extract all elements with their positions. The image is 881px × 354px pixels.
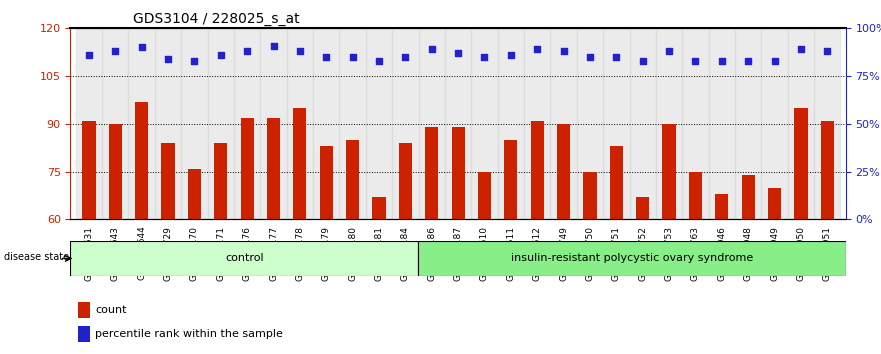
Bar [504,140,517,219]
Bar [129,28,155,219]
Point [161,56,175,62]
FancyBboxPatch shape [418,241,846,276]
Text: insulin-resistant polycystic ovary syndrome: insulin-resistant polycystic ovary syndr… [511,253,753,263]
Bar [630,28,655,219]
Point [188,58,202,64]
Point [741,58,755,64]
Point [714,58,729,64]
Bar [399,143,412,219]
Bar [293,108,307,219]
Bar [814,28,840,219]
Point [662,48,676,54]
Point [425,46,439,52]
Point [241,48,255,54]
Bar [795,108,808,219]
Bar [689,172,702,219]
Bar [663,124,676,219]
Bar [208,28,234,219]
Bar [715,194,729,219]
Point [478,54,492,60]
Bar [452,127,464,219]
Bar [426,127,439,219]
Bar [471,28,498,219]
Bar [583,172,596,219]
Bar [320,146,333,219]
Point [688,58,702,64]
Bar [313,28,339,219]
Bar [339,28,366,219]
Text: GDS3104 / 228025_s_at: GDS3104 / 228025_s_at [132,12,300,26]
Bar [788,28,814,219]
Point [530,46,544,52]
Point [266,43,280,48]
Bar [82,121,95,219]
Bar [214,143,227,219]
Bar [241,118,254,219]
Bar [636,197,649,219]
Bar [366,28,392,219]
Bar [761,28,788,219]
Point [319,54,333,60]
Bar [108,124,122,219]
Bar [742,175,755,219]
Point [504,52,518,58]
Bar [161,143,174,219]
Bar [76,28,102,219]
Point [135,45,149,50]
Bar [102,28,129,219]
Bar [478,172,491,219]
Bar [286,28,313,219]
Bar [445,28,471,219]
Bar [655,28,682,219]
Bar [267,118,280,219]
Bar [735,28,761,219]
Point [108,48,122,54]
Bar [78,326,90,342]
Bar [346,140,359,219]
Bar [821,121,834,219]
Bar [530,121,544,219]
Bar [708,28,735,219]
FancyBboxPatch shape [70,241,418,276]
Bar [557,124,570,219]
Bar [418,28,445,219]
Bar [603,28,630,219]
Point [794,46,808,52]
Bar [234,28,261,219]
Bar [768,188,781,219]
Bar [498,28,524,219]
Bar [261,28,286,219]
Text: control: control [225,253,263,263]
Bar [577,28,603,219]
Point [557,48,571,54]
Bar [181,28,208,219]
Bar [155,28,181,219]
Text: disease state: disease state [4,252,69,262]
Bar [682,28,708,219]
Point [82,52,96,58]
Bar [610,146,623,219]
Point [610,54,624,60]
Point [398,54,412,60]
Text: count: count [95,305,127,315]
Point [636,58,650,64]
Text: percentile rank within the sample: percentile rank within the sample [95,329,283,339]
Point [767,58,781,64]
Point [451,50,465,56]
Bar [135,102,148,219]
Point [820,48,834,54]
Bar [392,28,418,219]
Bar [524,28,551,219]
Point [214,52,228,58]
Point [583,54,597,60]
Point [372,58,386,64]
Bar [373,197,386,219]
Bar [78,302,90,318]
Bar [551,28,577,219]
Bar [188,169,201,219]
Point [292,48,307,54]
Point [345,54,359,60]
